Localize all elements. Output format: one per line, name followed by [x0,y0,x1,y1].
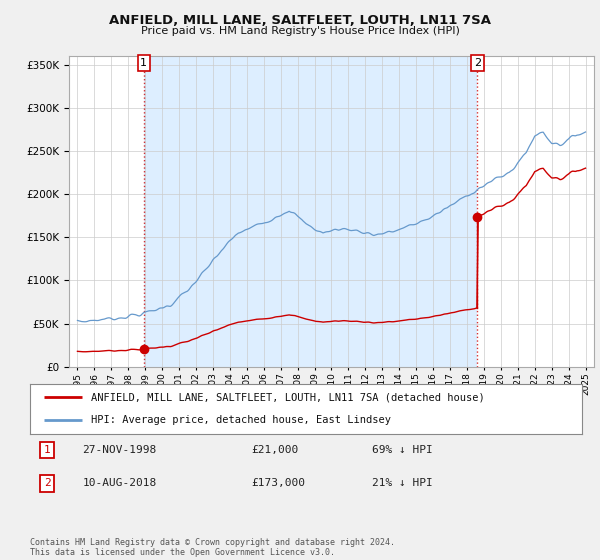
Text: 10-AUG-2018: 10-AUG-2018 [82,478,157,488]
Text: 2: 2 [474,58,481,68]
Text: 27-NOV-1998: 27-NOV-1998 [82,445,157,455]
Text: £173,000: £173,000 [251,478,305,488]
Text: Price paid vs. HM Land Registry's House Price Index (HPI): Price paid vs. HM Land Registry's House … [140,26,460,36]
Bar [144,56,477,367]
Text: 2: 2 [44,478,50,488]
Text: ANFIELD, MILL LANE, SALTFLEET, LOUTH, LN11 7SA (detached house): ANFIELD, MILL LANE, SALTFLEET, LOUTH, LN… [91,392,484,402]
Text: HPI: Average price, detached house, East Lindsey: HPI: Average price, detached house, East… [91,416,391,426]
Text: 1: 1 [44,445,50,455]
Text: £21,000: £21,000 [251,445,298,455]
Text: 69% ↓ HPI: 69% ↓ HPI [372,445,433,455]
Text: 1: 1 [140,58,148,68]
Text: ANFIELD, MILL LANE, SALTFLEET, LOUTH, LN11 7SA: ANFIELD, MILL LANE, SALTFLEET, LOUTH, LN… [109,14,491,27]
Text: Contains HM Land Registry data © Crown copyright and database right 2024.
This d: Contains HM Land Registry data © Crown c… [30,538,395,557]
Text: 21% ↓ HPI: 21% ↓ HPI [372,478,433,488]
